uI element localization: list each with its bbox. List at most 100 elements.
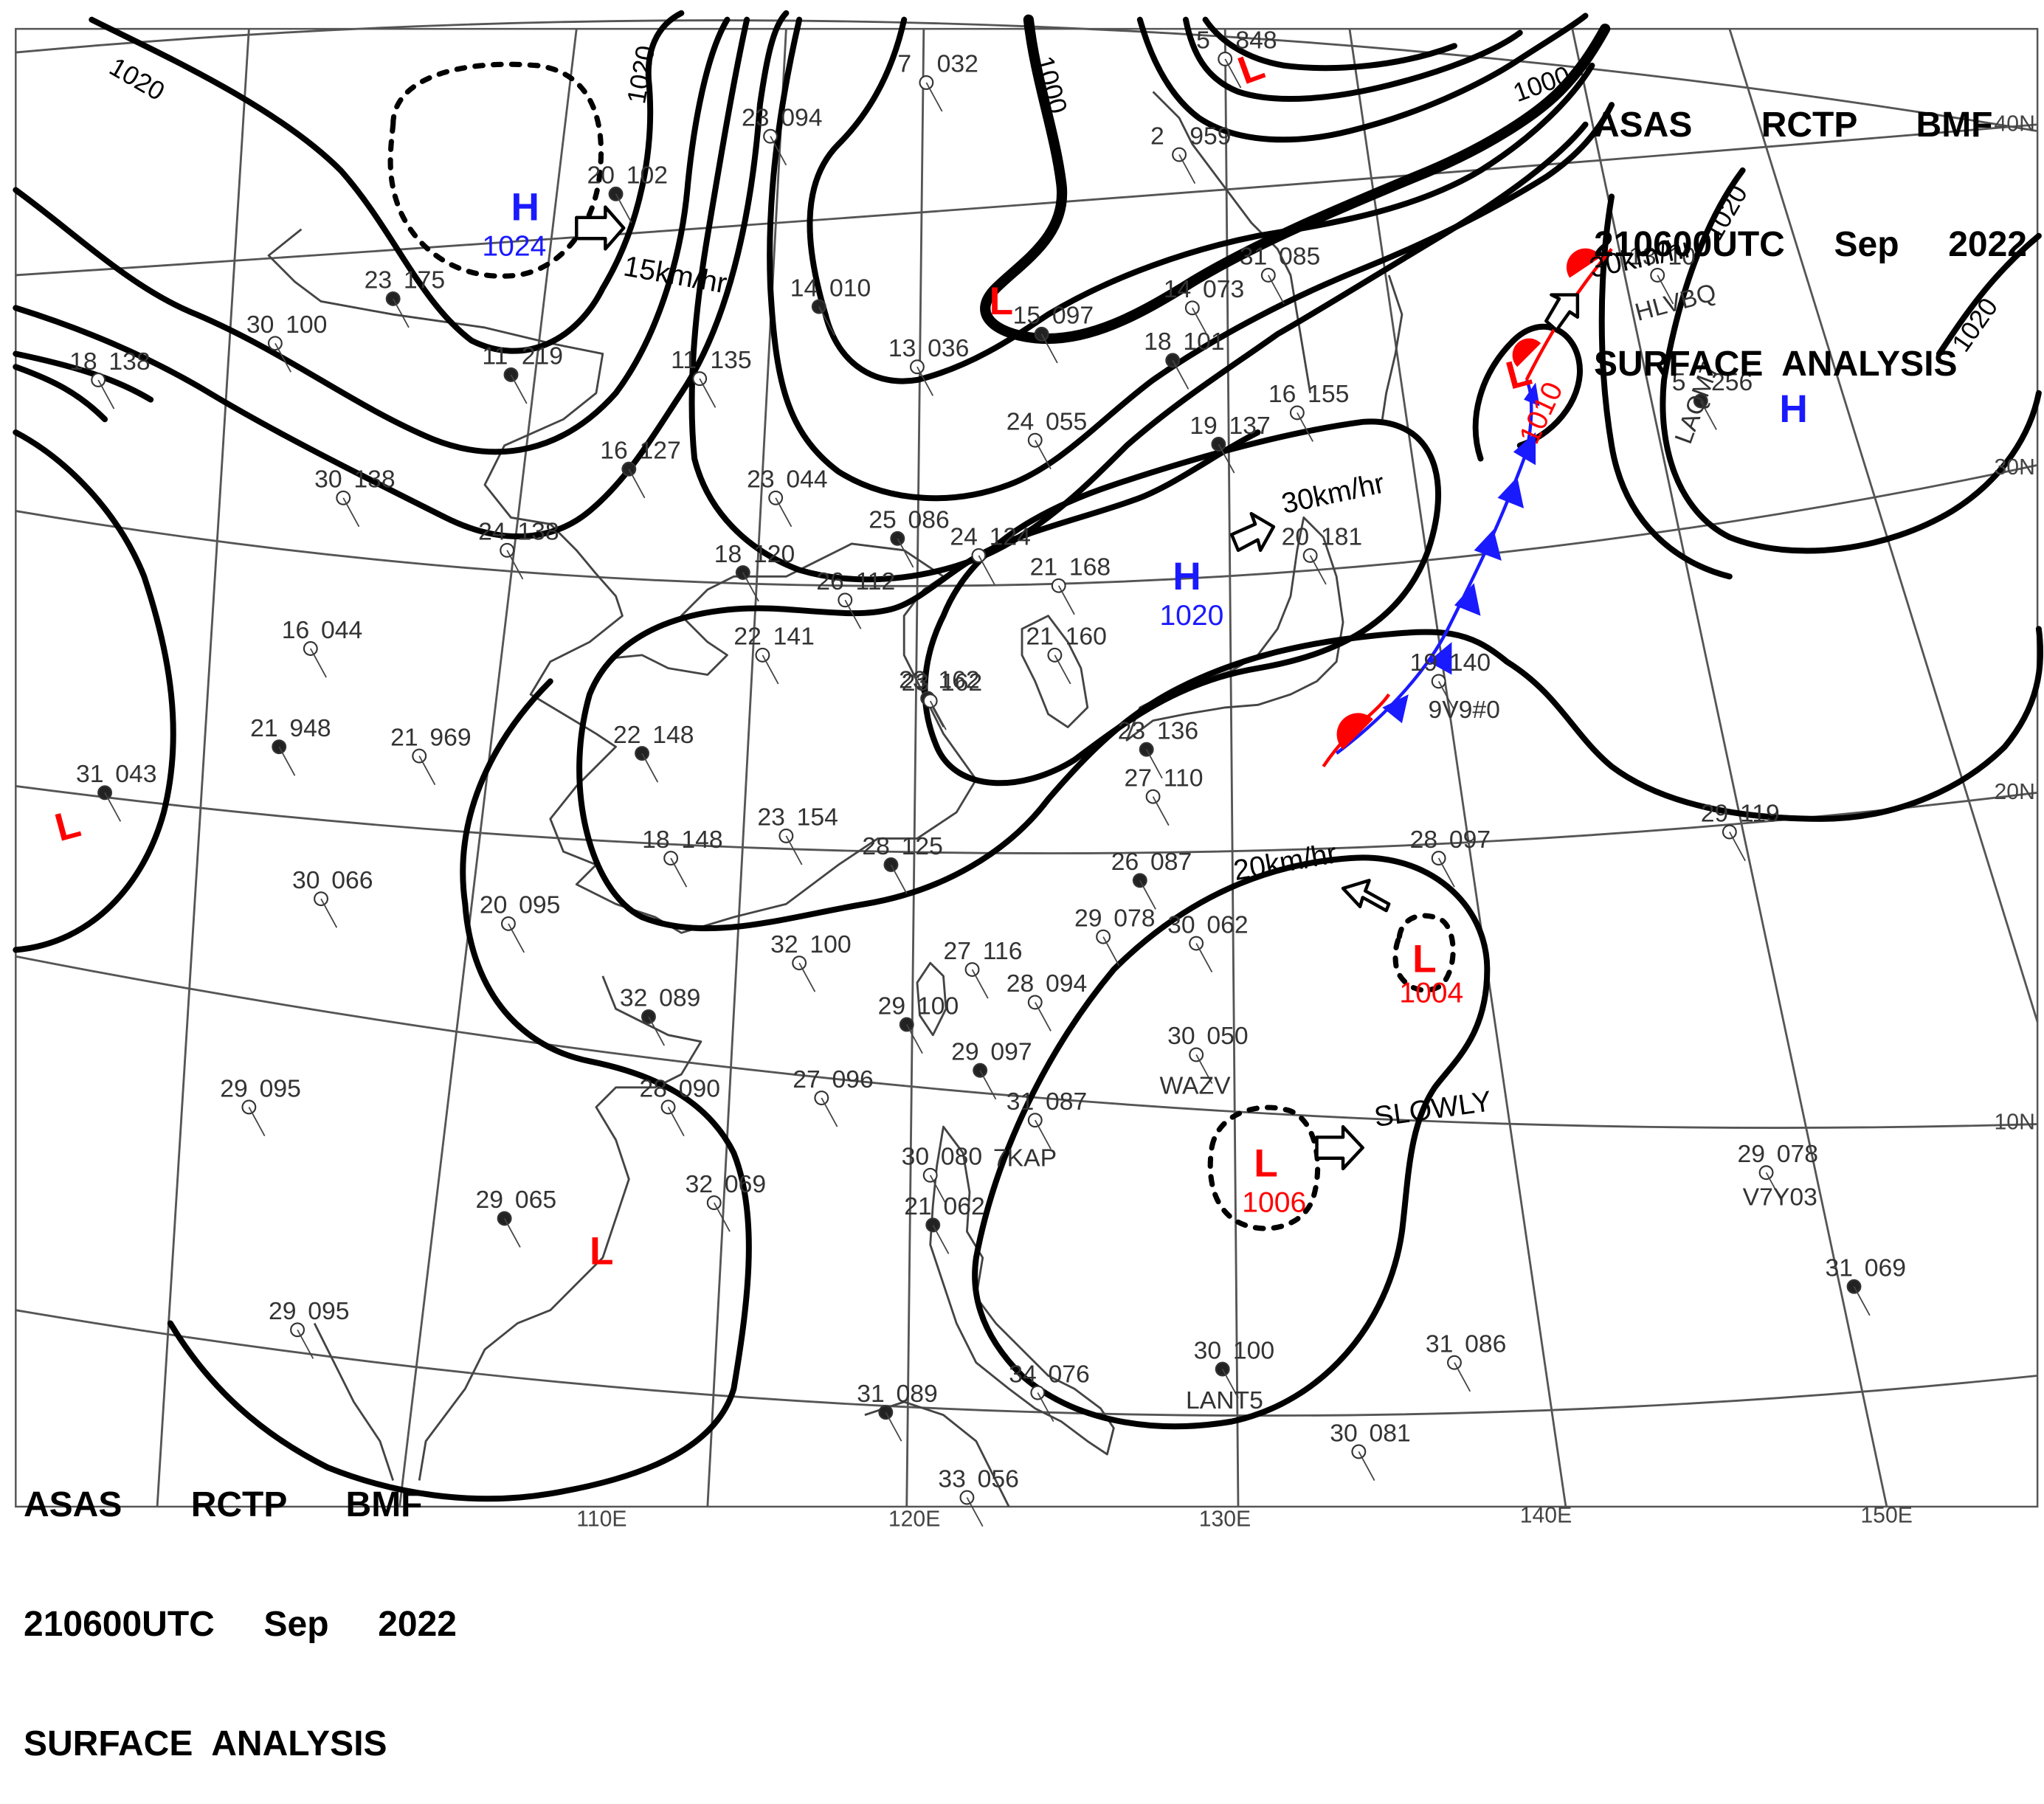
station-pressure: 100 <box>917 992 959 1020</box>
motion-arrow-icon <box>575 205 626 251</box>
station-plot: 16 044 <box>282 616 362 678</box>
station-circle-icon <box>303 641 318 656</box>
station-temperature: 20 <box>587 162 615 190</box>
station-plot: 15 097 <box>1013 302 1094 364</box>
isobar <box>1202 16 1457 72</box>
station-temperature: 18 <box>714 540 742 568</box>
station-plot: 29 097 <box>951 1038 1032 1100</box>
isobar-dashed <box>1392 913 1456 993</box>
station-temperature: 29 <box>220 1074 248 1102</box>
station-temperature: 14 <box>790 274 818 302</box>
wind-barb-icon <box>1102 936 1120 967</box>
station-plot: 21 062 <box>904 1192 985 1254</box>
station-temperature: 16 <box>1268 380 1297 408</box>
wind-barb-icon <box>628 469 646 499</box>
wind-barb-icon <box>966 1497 984 1527</box>
low-center-letter: L <box>990 280 1014 323</box>
wind-barb-icon <box>1218 443 1235 474</box>
isobar <box>1182 16 1523 103</box>
station-pressure: 010 <box>829 274 871 302</box>
station-pressure: 959 <box>1190 122 1231 150</box>
header-top-line1: ASAS RCTP BMF <box>1594 106 1993 145</box>
wind-barb-icon <box>1172 359 1190 390</box>
wind-barb-icon <box>905 1024 923 1054</box>
station-plot: 32 069 <box>686 1170 766 1232</box>
station-plot: 30 100 <box>246 311 327 373</box>
station-plot: 23 175 <box>365 266 445 328</box>
station-temperature: 13 <box>888 334 916 362</box>
station-pressure: 078 <box>1114 904 1155 932</box>
high-center-pressure: 1020 <box>1159 600 1223 632</box>
coast-korea <box>1021 615 1089 728</box>
station-pressure: 136 <box>1157 717 1198 745</box>
station-temperature: 20 <box>1282 523 1310 551</box>
station-plot: 25 086 <box>869 506 950 568</box>
ship-callsign: LANT5 <box>1186 1386 1263 1414</box>
station-pressure: 065 <box>515 1186 556 1214</box>
wind-barb-icon <box>615 193 632 224</box>
station-pressure: 076 <box>1049 1360 1090 1388</box>
station-plot: 7 032 <box>897 50 978 112</box>
station-temperature: 26 <box>816 567 844 595</box>
wind-barb-icon <box>670 857 688 888</box>
station-temperature: 30 <box>314 466 342 494</box>
station-pressure: 125 <box>902 832 943 860</box>
station-temperature: 30 <box>246 311 275 339</box>
station-pressure: 138 <box>108 348 150 376</box>
station-plot: 19 137 <box>1190 412 1271 474</box>
station-plot: 16 127 <box>600 437 681 499</box>
station-pressure: 116 <box>983 937 1023 965</box>
wind-barb-icon <box>1145 749 1163 779</box>
wind-barb-icon <box>1037 1392 1054 1423</box>
wind-barb-icon <box>1152 796 1170 826</box>
header-bottom-line1: ASAS RCTP BMF <box>24 1485 423 1524</box>
wind-barb-icon <box>1221 1369 1239 1399</box>
station-temperature: 29 <box>1738 1140 1766 1168</box>
wind-barb-icon <box>248 1107 266 1136</box>
station-pressure: 148 <box>652 721 694 749</box>
isobar <box>13 429 176 953</box>
coast-borneo <box>864 1400 1010 1507</box>
wind-barb-icon <box>1224 58 1242 89</box>
wind-barb-icon <box>297 1329 314 1359</box>
station-temperature: 21 <box>904 1192 932 1220</box>
station-temperature: 20 <box>480 891 508 919</box>
station-plot: 23 094 <box>742 104 823 166</box>
station-pressure: 095 <box>519 891 560 919</box>
isobar <box>13 10 790 540</box>
station-pressure: 043 <box>115 760 156 788</box>
station-pressure: 073 <box>1203 275 1244 303</box>
station-pressure: 112 <box>855 567 895 595</box>
isobar <box>767 16 1615 502</box>
station-pressure: 081 <box>1370 1419 1411 1447</box>
station-temperature: 28 <box>640 1074 668 1102</box>
high-center-letter: H <box>1779 387 1807 431</box>
wind-barb-icon <box>278 746 296 776</box>
station-pressure: 127 <box>640 437 681 465</box>
station-temperature: 23 <box>902 668 930 697</box>
station-temperature: 29 <box>1074 904 1102 932</box>
station-pressure: 100 <box>809 930 851 958</box>
motion-arrow-icon <box>1315 1124 1364 1171</box>
station-plot: 19 140 <box>1410 649 1491 711</box>
station-temperature: 23 <box>757 803 785 832</box>
station-pressure: 078 <box>1777 1140 1818 1168</box>
station-temperature: 29 <box>269 1297 297 1325</box>
wind-barb-icon <box>699 378 717 408</box>
cold-front-barbs <box>1382 382 1540 724</box>
wind-barb-icon <box>762 654 779 685</box>
station-temperature: 30 <box>292 866 320 894</box>
station-temperature: 26 <box>1111 848 1139 876</box>
wind-barb-icon <box>1853 1286 1871 1316</box>
wind-barb-icon <box>971 969 989 999</box>
wind-barb-icon <box>929 700 947 730</box>
station-pressure: 066 <box>331 866 373 894</box>
station-temperature: 2 <box>1150 122 1164 150</box>
station-pressure: 086 <box>908 506 950 534</box>
station-plot: 27 110 <box>1124 764 1204 826</box>
coast-philippines <box>929 1125 1115 1456</box>
wind-barb-icon <box>342 497 360 528</box>
station-temperature: 11 <box>671 346 697 374</box>
wind-barb-icon <box>979 1070 997 1100</box>
wind-barb-icon <box>897 538 914 568</box>
